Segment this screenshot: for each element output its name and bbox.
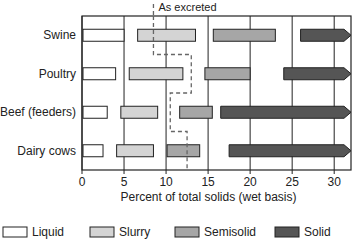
range-bar [205, 68, 250, 80]
tick-mark [124, 170, 125, 174]
category-label: Poultry [39, 67, 76, 81]
tick-mark [208, 170, 209, 174]
tick-mark [250, 170, 251, 174]
tick-label: 15 [201, 175, 215, 189]
grid-line [208, 16, 209, 170]
legend-label: Solid [304, 225, 331, 239]
range-bar [83, 68, 116, 80]
as-excreted-line [153, 16, 191, 170]
tick-mark [82, 170, 83, 174]
chart-container: 0 5 10 15 20 25 30 Percent of total solids (wet… [0, 0, 360, 250]
tick-label: 20 [243, 175, 257, 189]
chart-svg: 0 5 10 15 20 25 30 Percent of total solids (wet… [0, 0, 360, 250]
tick-label: 5 [121, 175, 128, 189]
legend-label: Liquid [32, 225, 64, 239]
plot-frame [82, 16, 351, 170]
legend-swatch [90, 227, 114, 237]
range-bar [83, 145, 103, 157]
range-bar [284, 68, 351, 80]
annotation: As excreted [158, 1, 216, 13]
category-label: Beef (feeders) [0, 105, 76, 119]
tick-mark [334, 170, 335, 174]
range-bar [138, 29, 196, 41]
legend-label: Semisolid [204, 225, 256, 239]
as-excreted-leader [153, 4, 154, 16]
legend-swatch [3, 227, 27, 237]
range-bar [213, 29, 275, 41]
legend-swatch [275, 227, 299, 237]
tick-label: 30 [328, 175, 342, 189]
range-bar [301, 29, 351, 41]
tick-mark [166, 170, 167, 174]
legend-swatch [175, 227, 199, 237]
marks [83, 16, 351, 170]
range-bar [121, 106, 158, 118]
category-label: Dairy cows [17, 144, 76, 158]
tick-label: 0 [79, 175, 86, 189]
range-bar [167, 145, 200, 157]
axis-title: Percent of total solids (wet basis) [120, 190, 296, 204]
range-bar [180, 106, 213, 118]
tick-label: 25 [285, 175, 299, 189]
range-bar [117, 145, 154, 157]
tick-mark [292, 170, 293, 174]
range-bar [221, 106, 351, 118]
range-bar [229, 145, 351, 157]
tick-label: 10 [159, 175, 173, 189]
range-bar [83, 29, 124, 41]
legend-label: Slurry [119, 225, 150, 239]
category-label: Swine [43, 28, 76, 42]
range-bar [83, 106, 107, 118]
range-bar [129, 68, 183, 80]
